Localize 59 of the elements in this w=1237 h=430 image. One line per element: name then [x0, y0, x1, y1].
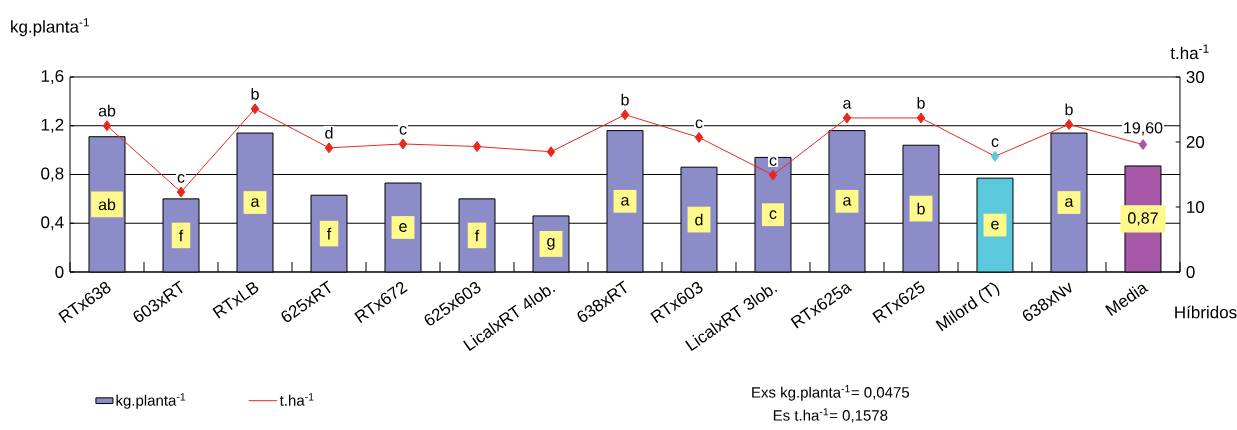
- data-label: ab: [98, 198, 116, 211]
- data-label: a: [843, 196, 852, 206]
- data-label: f: [327, 227, 332, 240]
- y2-tick-label: 20: [1186, 135, 1205, 149]
- data-label: b: [1065, 103, 1073, 116]
- data-label: d: [695, 213, 703, 226]
- data-label: e: [399, 223, 407, 232]
- data-label: b: [917, 97, 925, 109]
- point: [176, 186, 186, 198]
- data-label: c: [695, 119, 703, 129]
- data-label: a: [251, 198, 260, 207]
- point: [990, 150, 1000, 162]
- y-tick-label: 0,4: [41, 216, 64, 231]
- data-label: b: [251, 87, 259, 100]
- point: [398, 138, 408, 150]
- data-label: c: [991, 138, 999, 148]
- point: [324, 142, 334, 154]
- y2-axis-title: t.ha$^{-1}$: [1170, 44, 1209, 60]
- point: [472, 141, 482, 153]
- data-label: ab: [98, 104, 116, 117]
- data-label: f: [475, 229, 480, 242]
- point: [1064, 118, 1074, 130]
- legend-label: kg.planta$^{-1}$: [116, 393, 186, 409]
- legend-label: t.ha$^{-1}$: [279, 393, 314, 406]
- data-label: b: [917, 202, 925, 215]
- point: [916, 112, 926, 124]
- data-label: d: [325, 126, 333, 139]
- data-label: a: [621, 196, 630, 206]
- y-tick-label: 0: [55, 265, 64, 279]
- text: Exs kg.planta$^{-1}$= 0,0475: [752, 385, 910, 401]
- point: [694, 131, 704, 143]
- x-axis-title: Híbridos: [1175, 305, 1237, 319]
- y-tick-label: 0,8: [41, 167, 64, 182]
- y-tick-label: 1,6: [41, 69, 64, 85]
- y2-tick-label: 10: [1187, 200, 1205, 214]
- point: [768, 169, 778, 181]
- point: [102, 120, 112, 132]
- data-label: c: [399, 125, 407, 135]
- y2-tick-label: 30: [1186, 70, 1205, 84]
- data-label: e: [991, 220, 999, 230]
- data-label: a: [843, 99, 852, 109]
- y-axis-title: kg.planta$^{-1}$: [11, 18, 89, 37]
- data-label: c: [769, 157, 777, 166]
- y-tick-label: 1,2: [41, 118, 64, 133]
- y2-tick-label: 0: [1186, 265, 1195, 279]
- data-label: g: [547, 238, 555, 250]
- data-label: c: [769, 210, 777, 220]
- data-label: c: [177, 174, 185, 183]
- data-label: a: [1065, 198, 1074, 207]
- data-label: 19,60: [1124, 122, 1163, 136]
- data-label: b: [621, 93, 629, 106]
- data-label: f: [179, 229, 184, 242]
- point: [546, 146, 556, 158]
- data-label: 0,87: [1128, 212, 1158, 226]
- point: [620, 109, 630, 121]
- point: [1138, 139, 1148, 151]
- text: Es t.ha$^{-1}$= 0,1578: [773, 408, 888, 423]
- point: [842, 112, 852, 124]
- point: [250, 103, 260, 115]
